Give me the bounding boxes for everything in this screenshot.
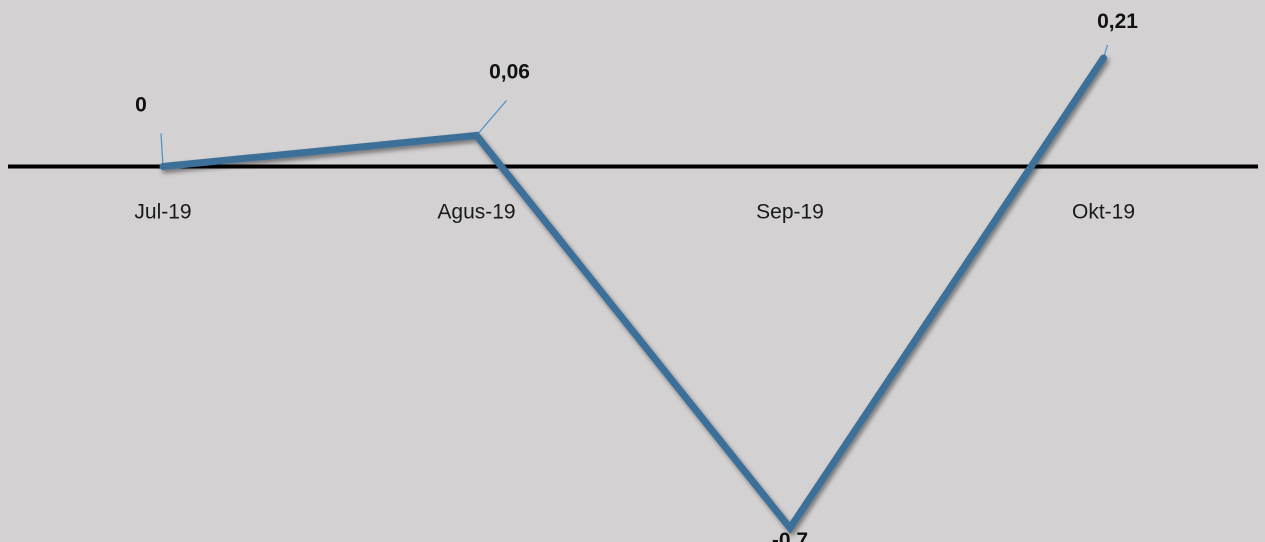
data-point [473,132,480,139]
label-leader-line [476,100,507,136]
data-label: -0,7 [772,529,808,542]
data-label: 0 [135,93,147,116]
series-line-group [159,54,1107,534]
x-tick-label: Sep-19 [756,200,824,223]
label-leader-line [160,133,164,167]
data-point [160,163,166,170]
data-point [787,525,793,531]
series-line [159,54,1107,534]
x-axis-tick-labels: Jul-19 Agus-19 Sep-19 Okt-19 [134,200,1135,223]
x-tick-label: Okt-19 [1072,200,1135,223]
data-labels: 0 0,06 -0,7 0,21 [135,10,1138,542]
leader-lines [160,44,1109,167]
x-tick-label: Agus-19 [437,200,515,223]
data-point [1100,55,1107,61]
data-label: 0,21 [1097,10,1138,33]
data-label: 0,06 [489,60,530,83]
x-tick-label: Jul-19 [134,200,191,223]
